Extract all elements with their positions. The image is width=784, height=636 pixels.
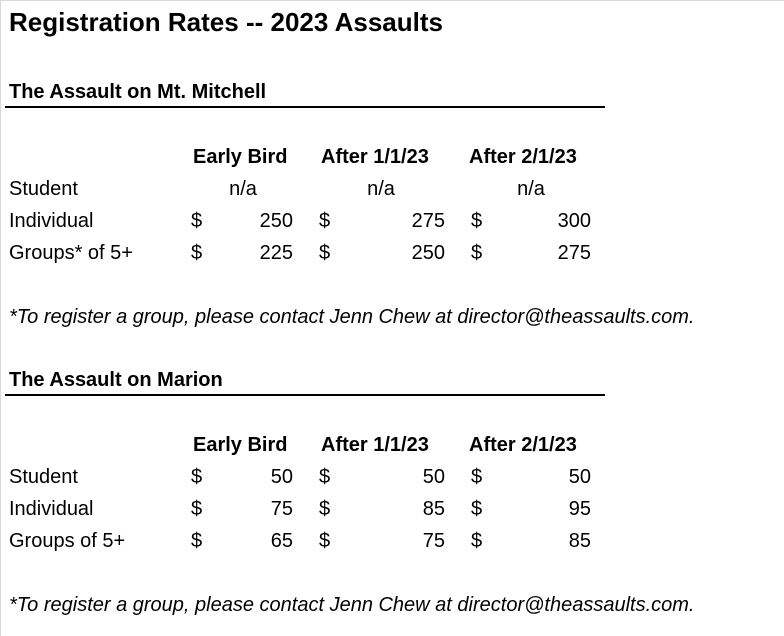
currency-symbol: $ [471,242,483,264]
price-cell: 275 [411,210,445,232]
price-cell: 50 [568,466,591,488]
row-label-student: Student [9,178,78,200]
currency-symbol: $ [471,210,483,232]
price-cell: n/a [367,178,395,200]
currency-symbol: $ [471,530,483,552]
currency-symbol: $ [191,498,203,520]
row-label-groups: Groups* of 5+ [9,242,133,264]
column-header-early-bird: Early Bird [193,146,288,168]
page-title: Registration Rates -- 2023 Assaults [9,7,443,37]
section-underline [5,394,605,396]
price-cell: 85 [422,498,445,520]
price-cell: 50 [422,466,445,488]
currency-symbol: $ [319,466,331,488]
currency-symbol: $ [319,210,331,232]
column-header-after-feb: After 2/1/23 [469,146,577,168]
currency-symbol: $ [191,530,203,552]
price-cell: 225 [259,242,293,264]
column-header-early-bird: Early Bird [193,434,288,456]
row-label-individual: Individual [9,210,94,232]
column-header-after-jan: After 1/1/23 [321,434,429,456]
price-cell: 75 [422,530,445,552]
price-cell: 85 [568,530,591,552]
price-cell: n/a [517,178,545,200]
row-label-student: Student [9,466,78,488]
currency-symbol: $ [191,210,203,232]
currency-symbol: $ [319,530,331,552]
currency-symbol: $ [471,466,483,488]
price-cell: 300 [557,210,591,232]
currency-symbol: $ [319,498,331,520]
column-header-after-jan: After 1/1/23 [321,146,429,168]
section-title-marion: The Assault on Marion [9,369,223,391]
price-cell: 75 [270,498,293,520]
currency-symbol: $ [191,242,203,264]
group-registration-note: *To register a group, please contact Jen… [9,594,695,616]
currency-symbol: $ [471,498,483,520]
row-label-individual: Individual [9,498,94,520]
price-cell: 275 [557,242,591,264]
section-underline [5,106,605,108]
currency-symbol: $ [319,242,331,264]
price-cell: 50 [270,466,293,488]
column-header-after-feb: After 2/1/23 [469,434,577,456]
section-title-mt-mitchell: The Assault on Mt. Mitchell [9,81,267,103]
price-cell: 95 [568,498,591,520]
price-cell: n/a [229,178,257,200]
price-cell: 65 [270,530,293,552]
row-label-groups: Groups of 5+ [9,530,126,552]
price-cell: 250 [411,242,445,264]
currency-symbol: $ [191,466,203,488]
price-cell: 250 [259,210,293,232]
group-registration-note: *To register a group, please contact Jen… [9,306,695,328]
